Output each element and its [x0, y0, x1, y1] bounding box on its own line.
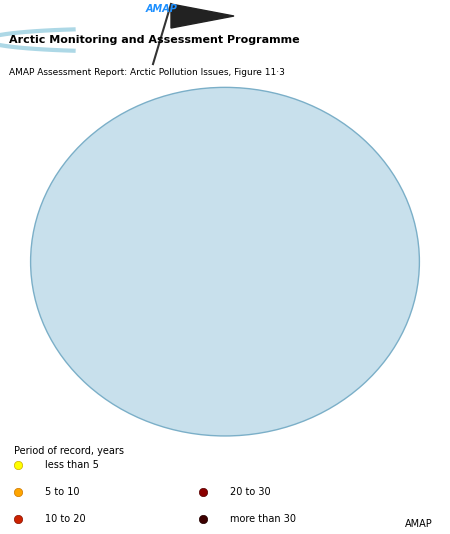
Text: AMAP: AMAP — [146, 4, 178, 14]
Circle shape — [31, 88, 419, 436]
Text: 10 to 20: 10 to 20 — [45, 514, 86, 524]
Text: AMAP Assessment Report: Arctic Pollution Issues, Figure 11·3: AMAP Assessment Report: Arctic Pollution… — [9, 68, 285, 76]
Text: AMAP: AMAP — [405, 520, 432, 529]
Text: more than 30: more than 30 — [230, 514, 296, 524]
Text: 5 to 10: 5 to 10 — [45, 486, 80, 497]
Text: 20 to 30: 20 to 30 — [230, 486, 270, 497]
Text: Period of record, years: Period of record, years — [14, 445, 123, 456]
Text: Arctic Monitoring and Assessment Programme: Arctic Monitoring and Assessment Program… — [9, 35, 300, 45]
Text: less than 5: less than 5 — [45, 460, 99, 470]
Polygon shape — [171, 4, 234, 28]
